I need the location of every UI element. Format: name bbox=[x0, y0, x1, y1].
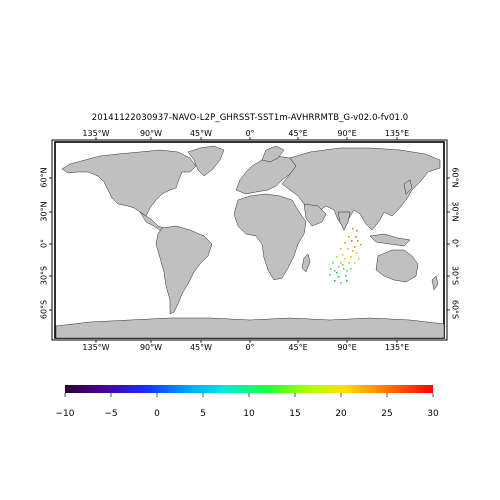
swath-point bbox=[343, 268, 345, 270]
lat-label-left: 30°N bbox=[39, 201, 49, 222]
greenland bbox=[187, 145, 225, 177]
lat-label-right: 60°N bbox=[450, 167, 460, 188]
swath-point bbox=[350, 268, 352, 270]
arabian-peninsula bbox=[303, 203, 327, 227]
swath-point bbox=[358, 258, 360, 260]
swath-point bbox=[334, 280, 336, 282]
lon-label-top: 45°E bbox=[288, 129, 308, 138]
swath-point bbox=[344, 258, 346, 260]
colorbar-tick-label: −5 bbox=[104, 409, 118, 419]
swath-point bbox=[334, 270, 336, 272]
swath-point bbox=[342, 264, 344, 266]
swath-point bbox=[348, 262, 350, 264]
swath-point bbox=[336, 272, 338, 274]
japan bbox=[403, 179, 413, 195]
swath-point bbox=[348, 236, 350, 238]
lon-label-bottom: 45°W bbox=[189, 343, 213, 352]
swath-point bbox=[356, 230, 358, 232]
colorbar-tick-label: 0 bbox=[154, 409, 160, 419]
colorbar-tick-label: 10 bbox=[243, 409, 255, 419]
swath-point bbox=[336, 256, 338, 258]
swath-point bbox=[355, 236, 357, 238]
swath-point bbox=[354, 246, 356, 248]
swath-point bbox=[346, 280, 348, 282]
madagascar bbox=[301, 253, 311, 273]
lat-label-right: 30°S bbox=[450, 265, 460, 286]
lon-label-bottom: 0° bbox=[245, 343, 255, 352]
swath-point bbox=[329, 274, 331, 276]
swath-point bbox=[332, 262, 334, 264]
colorbar-tick-label: 5 bbox=[200, 409, 206, 419]
swath-point bbox=[352, 228, 354, 230]
colorbar bbox=[65, 385, 433, 393]
swath-point bbox=[344, 242, 346, 244]
swath-point bbox=[340, 248, 342, 250]
lat-label-left: 60°N bbox=[39, 167, 49, 188]
australia bbox=[375, 249, 419, 283]
swath-point bbox=[356, 252, 358, 254]
scandinavia bbox=[261, 145, 285, 163]
lon-label-bottom: 135°E bbox=[384, 343, 410, 352]
north-america bbox=[61, 149, 197, 217]
lon-label-bottom: 90°E bbox=[337, 343, 357, 352]
lat-label-left: 30°S bbox=[39, 265, 49, 286]
lon-label-bottom: 135°W bbox=[82, 343, 110, 352]
swath-point bbox=[338, 266, 340, 268]
swath-point bbox=[351, 240, 353, 242]
lat-label-left: 0° bbox=[39, 238, 49, 249]
colorbar-tick-label: 30 bbox=[427, 409, 439, 419]
lon-label-top: 135°W bbox=[82, 129, 110, 138]
swath-point bbox=[330, 268, 332, 270]
lon-label-bottom: 45°E bbox=[288, 343, 308, 352]
colorbar-tick-label: 15 bbox=[289, 409, 301, 419]
south-america bbox=[155, 225, 213, 315]
lat-label-left: 60°S bbox=[39, 299, 49, 320]
swath-point bbox=[350, 256, 352, 258]
sst-swath bbox=[329, 228, 362, 284]
indonesia bbox=[369, 233, 411, 247]
lon-label-bottom: 90°W bbox=[139, 343, 163, 352]
colorbar-tick-label: 20 bbox=[335, 409, 347, 419]
swath-point bbox=[346, 270, 348, 272]
lon-label-top: 90°W bbox=[139, 129, 163, 138]
africa bbox=[233, 193, 307, 281]
land-masses bbox=[55, 145, 445, 339]
lon-label-top: 45°W bbox=[189, 129, 213, 138]
swath-point bbox=[340, 282, 342, 284]
swath-point bbox=[345, 275, 347, 277]
colorbar-ticks bbox=[64, 393, 434, 397]
swath-point bbox=[357, 240, 359, 242]
new-zealand bbox=[431, 275, 439, 291]
swath-point bbox=[340, 262, 342, 264]
lat-label-right: 60°S bbox=[450, 299, 460, 320]
swath-point bbox=[352, 250, 354, 252]
lon-label-top: 90°E bbox=[337, 129, 357, 138]
colorbar-tick-label: −10 bbox=[55, 409, 75, 419]
swath-point bbox=[338, 276, 340, 278]
lon-label-top: 0° bbox=[245, 129, 255, 138]
plot-title: 20141122030937-NAVO-L2P_GHRSST-SST1m-AVH… bbox=[91, 113, 409, 123]
antarctica bbox=[55, 317, 445, 339]
lon-label-top: 135°E bbox=[384, 129, 410, 138]
frame-ticks bbox=[49, 137, 450, 343]
swath-point bbox=[360, 244, 362, 246]
colorbar-tick-label: 25 bbox=[381, 409, 393, 419]
lat-label-right: 30°N bbox=[450, 201, 460, 222]
india bbox=[337, 211, 351, 231]
asia bbox=[281, 147, 441, 231]
lat-label-right: 0° bbox=[450, 238, 460, 249]
swath-point bbox=[347, 248, 349, 250]
swath-point bbox=[354, 262, 356, 264]
swath-point bbox=[342, 254, 344, 256]
